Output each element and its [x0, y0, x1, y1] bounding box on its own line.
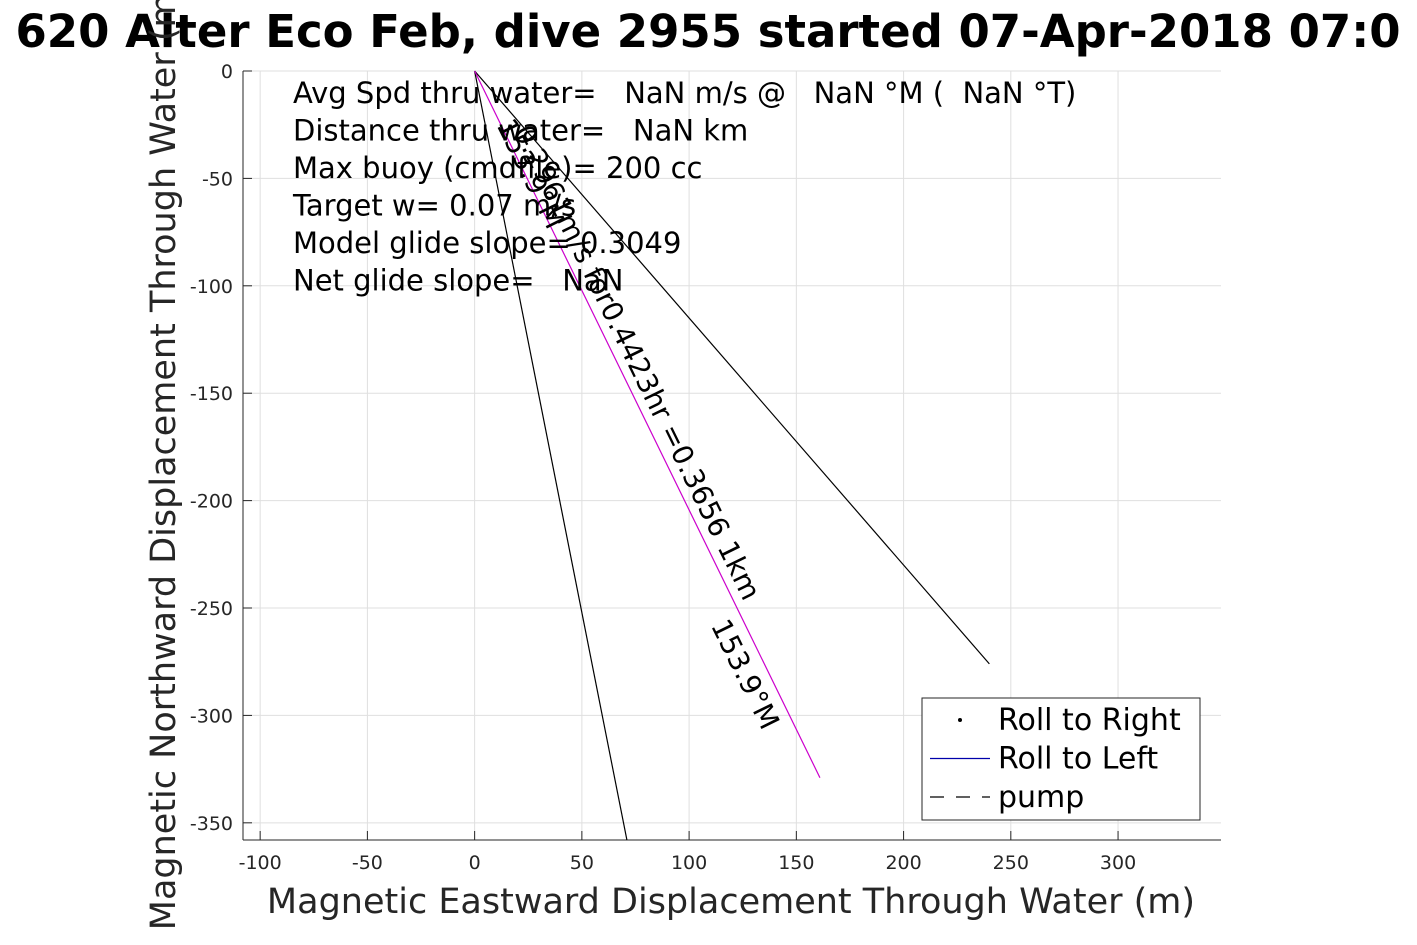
y-tick-label: -350 [190, 813, 233, 835]
stats-line-3: Max buoy (cmdfile)= 200 cc [293, 151, 702, 185]
stats-line-4: Target w= 0.07 m/s [292, 189, 576, 223]
legend-label: Roll to Left [998, 742, 1158, 777]
series-line-3 [474, 70, 821, 778]
tick-marks-and-labels: -100 -50 0 50 100 150 200 250 300 0 -50 -100 -150 -20… [190, 61, 1136, 874]
y-tick-label: -150 [190, 383, 233, 405]
axes-lines [242, 71, 1221, 841]
chart-title: 620 Alter Eco Feb, dive 2955 started 07-… [15, 5, 1400, 58]
y-tick-label: -300 [190, 705, 233, 727]
stats-line-5: Model glide slope= 0.3049 [293, 226, 681, 260]
x-tick-label: 250 [993, 852, 1029, 874]
x-tick-label: -100 [239, 852, 282, 874]
series-line-2 [474, 70, 628, 841]
stats-line-1: Avg Spd thru water= NaN m/s @ NaN °M ( N… [293, 76, 1076, 110]
stats-line-2: Distance thru water= NaN km [293, 114, 748, 148]
x-tick-label: 150 [778, 852, 814, 874]
series-lines [474, 70, 990, 841]
y-tick-label: 0 [221, 61, 233, 83]
x-tick-label: 50 [570, 852, 594, 874]
grid-lines [243, 70, 1221, 840]
y-tick-label: -100 [190, 276, 233, 298]
x-tick-label: 0 [469, 852, 481, 874]
stats-line-6: Net glide slope= NaN [293, 264, 623, 298]
legend-label: pump [998, 780, 1084, 815]
legend-marker-dot [958, 718, 962, 722]
y-tick-label: -250 [190, 598, 233, 620]
x-tick-label: 300 [1100, 852, 1136, 874]
x-tick-label: 200 [885, 852, 921, 874]
series-line-1 [474, 70, 990, 665]
x-axis-label: Magnetic Eastward Displacement Through W… [267, 882, 1195, 922]
x-tick-label: 100 [671, 852, 707, 874]
y-axis-label: Magnetic Northward Displacement Through … [144, 0, 184, 930]
legend-label: Roll to Right [998, 703, 1181, 738]
stats-text-block: Avg Spd thru water= NaN m/s @ NaN °M ( N… [292, 76, 1076, 298]
x-tick-label: -50 [352, 852, 383, 874]
y-tick-label: -200 [190, 491, 233, 513]
y-tick-label: -50 [202, 168, 233, 190]
